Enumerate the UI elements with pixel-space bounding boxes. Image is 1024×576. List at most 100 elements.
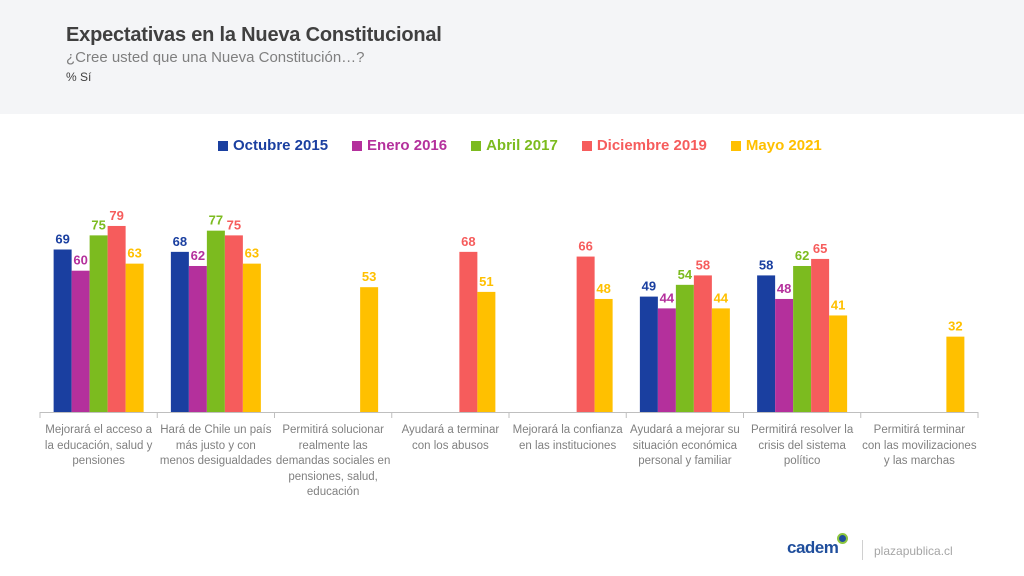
bar <box>811 258 830 412</box>
x-tick-label-line: con los abusos <box>412 439 489 452</box>
bar <box>693 275 712 412</box>
x-tick-label-line: Ayudará a mejorar su <box>630 424 740 436</box>
x-tick-label-line: Hará de Chile un país <box>160 424 272 436</box>
data-label: 69 <box>55 232 69 247</box>
bar <box>639 296 658 412</box>
data-label: 68 <box>173 234 187 249</box>
legend-label: Enero 2016 <box>367 137 448 154</box>
data-label: 75 <box>91 217 105 232</box>
bar <box>477 291 496 412</box>
bar <box>946 336 965 412</box>
data-label: 75 <box>227 217 241 232</box>
x-tick-label-line: en las instituciones <box>519 439 617 452</box>
bar <box>675 284 694 412</box>
x-tick-label-line: político <box>783 455 821 467</box>
legend-swatch <box>352 140 363 151</box>
x-tick-label-line: y las marchas <box>883 455 955 467</box>
bar <box>757 275 776 412</box>
bar <box>459 251 478 412</box>
x-tick-label-line: Permitirá resolver la <box>751 424 854 436</box>
x-tick-label-line: Mejorará la confianza <box>512 424 623 436</box>
data-label: 68 <box>461 234 475 249</box>
x-tick-label: Hará de Chile un país más justo y con meno… <box>157 423 275 470</box>
data-label: 53 <box>362 269 376 284</box>
data-label: 49 <box>642 279 656 294</box>
data-label: 51 <box>479 274 493 289</box>
legend: Octubre 2015 Enero 2016 Abril 2017 Diciembr… <box>218 137 846 154</box>
legend-label: Mayo 2021 <box>745 137 822 154</box>
legend-swatch <box>218 140 228 151</box>
bar <box>657 308 676 412</box>
bar <box>89 235 108 412</box>
data-label: 77 <box>209 213 223 228</box>
unit-label: % Sí <box>66 70 92 84</box>
x-tick-label: Permitirá resolver la crisis del sistema p… <box>743 423 861 470</box>
x-tick-label: Permitirá solucionar realmente las demanda… <box>274 423 392 501</box>
data-label: 63 <box>127 246 141 261</box>
bar <box>793 265 812 412</box>
bar <box>170 251 189 412</box>
bar <box>125 263 144 412</box>
x-tick-label-line: pensiones <box>72 455 125 467</box>
bar <box>594 298 613 412</box>
x-tick-label-line: Permitirá terminar <box>873 424 966 436</box>
data-label: 58 <box>696 257 710 272</box>
bar <box>576 256 595 412</box>
data-label: 62 <box>795 248 809 263</box>
footer-site: plazapublica.cl <box>874 544 953 558</box>
x-tick-label-line: Permitirá solucionar <box>282 424 384 436</box>
legend-item: Enero 2016 <box>352 137 447 154</box>
x-tick-label-line: con las movilizaciones <box>862 439 977 452</box>
legend-swatch <box>471 140 482 151</box>
x-tick-label-line: Ayudará a terminar <box>401 424 500 436</box>
data-label: 32 <box>948 319 962 334</box>
x-tick-label-line: personal y familiar <box>638 455 732 467</box>
bar <box>242 263 261 412</box>
chart-subtitle: ¿Cree usted que una Nueva Constitución…? <box>66 49 365 66</box>
bar <box>107 225 126 412</box>
bar <box>206 230 225 412</box>
bar <box>829 315 848 412</box>
legend-label: Octubre 2015 <box>233 137 329 154</box>
chart-title: Expectativas en la Nueva Constitucional <box>66 24 442 46</box>
bar <box>53 249 72 412</box>
legend-label: Abril 2017 <box>486 137 558 154</box>
x-tick-label-line: educación <box>306 486 360 498</box>
data-label: 60 <box>73 253 87 268</box>
data-label: 63 <box>245 246 259 261</box>
x-tick-label-line: crisis del sistema <box>758 439 846 452</box>
x-tick-label: Mejorará la confianza en las institucione… <box>509 423 627 454</box>
legend-swatch <box>730 140 741 151</box>
bar <box>71 270 90 412</box>
footer-divider <box>862 540 863 560</box>
legend-item: Octubre 2015 <box>218 137 328 154</box>
bar <box>224 235 243 412</box>
legend-item: Mayo 2021 <box>730 137 822 154</box>
x-tick-label-line: pensiones, salud, <box>288 470 378 483</box>
x-tick-label: Ayudará a mejorar su situación económica p… <box>626 423 744 470</box>
x-tick-label-line: demandas sociales en <box>275 455 391 467</box>
x-tick-label: Ayudará a terminar con los abusos <box>391 423 509 454</box>
header-band: Expectativas en la Nueva Constitucional … <box>0 0 1024 114</box>
x-tick-label-line: menos desigualdades <box>159 455 272 467</box>
data-label: 41 <box>831 297 845 312</box>
bar <box>711 308 730 412</box>
data-label: 65 <box>813 241 827 256</box>
data-label: 44 <box>714 290 729 305</box>
legend-item: Abril 2017 <box>471 137 558 154</box>
legend-item: Diciembre 2019 <box>581 137 707 154</box>
x-tick-label-line: situación económica <box>632 439 737 452</box>
logo-text: cadem <box>787 538 839 557</box>
bar <box>188 265 207 412</box>
logo-dot-icon <box>837 533 849 544</box>
data-label: 44 <box>660 290 675 305</box>
data-label: 66 <box>578 239 592 254</box>
legend-label: Diciembre 2019 <box>596 137 707 154</box>
x-tick-label-line: más justo y con <box>175 439 256 452</box>
bar <box>360 287 379 412</box>
data-label: 54 <box>678 267 693 282</box>
data-label: 62 <box>191 248 205 263</box>
data-label: 48 <box>777 281 791 296</box>
x-tick-label: Mejorará el acceso a la educación, salud … <box>40 423 158 470</box>
